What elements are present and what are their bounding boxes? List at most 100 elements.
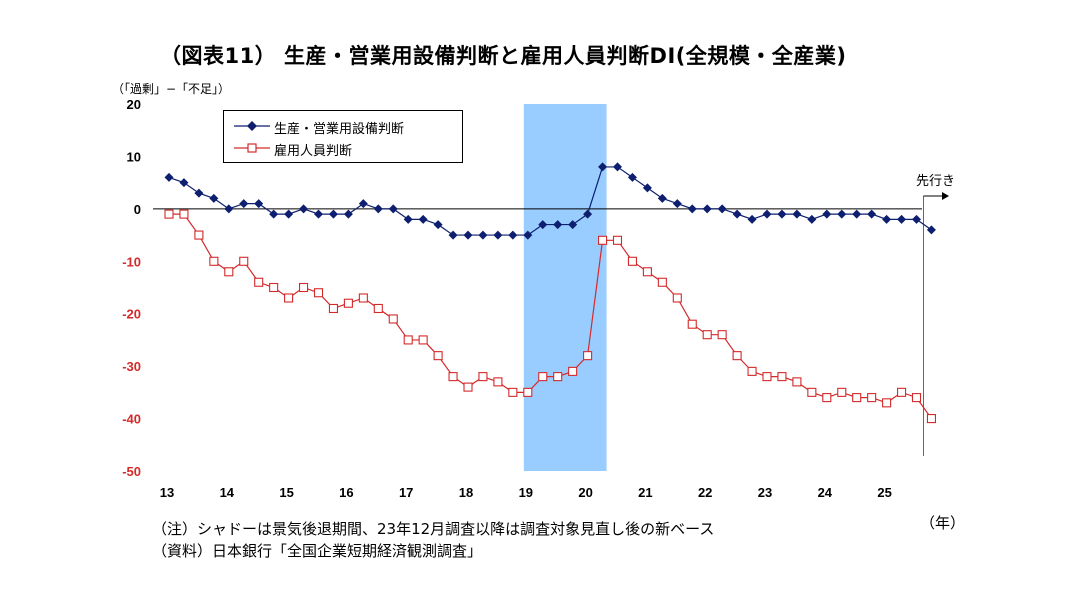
equipment-data-point xyxy=(807,214,817,224)
equipment-data-point xyxy=(254,199,264,209)
employment-data-point xyxy=(179,209,189,219)
employment-data-point xyxy=(448,372,458,382)
y-tick-label: 0 xyxy=(134,202,141,217)
y-tick-label: 10 xyxy=(127,149,141,164)
footnote-note: （注）シャドーは景気後退期間、23年12月調査以降は調査対象見直し後の新ベース xyxy=(152,520,715,538)
x-tick-label: 16 xyxy=(339,485,353,500)
equipment-data-point xyxy=(732,209,742,219)
employment-data-point xyxy=(224,267,234,277)
equipment-data-point xyxy=(299,204,309,214)
employment-data-point xyxy=(553,372,563,382)
x-tick-label: 22 xyxy=(698,485,712,500)
legend-equipment-label: 生産・営業用設備判断 xyxy=(274,122,405,137)
equipment-data-point xyxy=(926,225,936,235)
forward-arrow-head-icon xyxy=(942,192,949,200)
equipment-data-point xyxy=(672,199,682,209)
employment-data-point xyxy=(373,303,383,314)
employment-data-point xyxy=(209,256,219,266)
employment-data-point xyxy=(837,387,847,397)
equipment-data-point xyxy=(194,188,204,198)
equipment-data-point xyxy=(613,162,622,172)
employment-data-point xyxy=(583,351,593,361)
equipment-data-point xyxy=(912,214,921,224)
equipment-data-point xyxy=(837,209,847,219)
equipment-data-point xyxy=(598,162,608,172)
chart-title: （図表11） 生産・営業用設備判断と雇用人員判断DI(全規模・全産業) xyxy=(160,44,847,68)
equipment-data-point xyxy=(538,220,548,230)
equipment-data-point xyxy=(702,204,712,214)
equipment-data-point xyxy=(433,220,443,230)
employment-data-point xyxy=(284,293,294,303)
y-tick-label: -40 xyxy=(122,412,141,427)
employment-data-point xyxy=(597,235,608,245)
x-tick-label: 25 xyxy=(877,485,891,500)
y-tick-label: -50 xyxy=(122,464,141,479)
employment-data-point xyxy=(523,387,533,397)
equipment-data-point xyxy=(164,172,174,182)
employment-data-point xyxy=(747,366,757,376)
employment-data-point xyxy=(882,398,892,408)
legend-item-employment: 雇用人員判断 xyxy=(224,138,460,159)
employment-data-point xyxy=(702,330,712,340)
equipment-data-point xyxy=(882,214,892,224)
employment-data-point xyxy=(777,372,787,382)
legend-equipment-marker-icon xyxy=(234,121,270,131)
equipment-data-point xyxy=(463,230,473,240)
employment-data-point xyxy=(717,330,727,340)
y-tick-label: 20 xyxy=(127,97,141,112)
equipment-data-point xyxy=(583,209,593,219)
employment-data-point xyxy=(672,293,682,303)
y-tick-label: -30 xyxy=(122,359,141,374)
employment-data-point xyxy=(926,414,937,424)
employment-data-point xyxy=(852,393,862,403)
employment-data-point xyxy=(612,235,623,245)
equipment-data-point xyxy=(792,209,802,219)
legend-employment-marker-icon xyxy=(234,143,270,153)
employment-data-point xyxy=(388,314,398,324)
equipment-data-point xyxy=(687,204,697,214)
footnote-source: （資料）日本銀行「全国企業短期経済観測調査」 xyxy=(152,542,483,560)
employment-data-point xyxy=(642,267,652,277)
employment-data-point xyxy=(418,335,428,345)
employment-data-point xyxy=(403,335,413,345)
employment-data-point xyxy=(568,366,578,376)
equipment-data-point xyxy=(418,214,428,224)
equipment-data-point xyxy=(373,204,383,214)
x-tick-label: 19 xyxy=(519,485,533,500)
equipment-data-point xyxy=(478,230,488,240)
employment-data-point xyxy=(328,303,339,314)
equipment-data-point xyxy=(358,199,368,209)
x-tick-label: 20 xyxy=(578,485,592,500)
equipment-data-point xyxy=(523,230,533,240)
equipment-data-point xyxy=(508,230,518,240)
x-tick-label: 18 xyxy=(459,485,473,500)
x-tick-label: 14 xyxy=(220,485,235,500)
employment-data-point xyxy=(627,256,638,266)
equipment-data-point xyxy=(448,230,458,240)
employment-data-point xyxy=(807,387,817,397)
legend-employment-label: 雇用人員判断 xyxy=(274,144,353,159)
equipment-data-point xyxy=(388,204,398,214)
equipment-data-point xyxy=(627,172,637,182)
employment-data-point xyxy=(792,377,802,387)
employment-data-point xyxy=(298,282,309,293)
employment-data-point xyxy=(657,277,667,287)
employment-data-point xyxy=(358,293,368,303)
employment-data-point xyxy=(343,298,353,308)
equipment-data-point xyxy=(897,214,907,224)
employment-data-point xyxy=(433,351,443,361)
x-tick-label: 15 xyxy=(279,485,293,500)
legend-item-equipment: 生産・営業用設備判断 xyxy=(224,116,460,137)
equipment-data-point xyxy=(179,178,189,188)
employment-data-point xyxy=(911,393,922,403)
equipment-data-point xyxy=(403,214,413,224)
equipment-data-point xyxy=(762,209,772,219)
employment-data-point xyxy=(463,382,473,392)
y-tick-label: -20 xyxy=(122,307,141,322)
forward-outlook-label: 先行き xyxy=(916,174,956,189)
y-tick-label: -10 xyxy=(122,254,141,269)
employment-data-point xyxy=(493,377,503,387)
employment-data-point xyxy=(164,209,174,219)
employment-data-point xyxy=(732,351,742,361)
